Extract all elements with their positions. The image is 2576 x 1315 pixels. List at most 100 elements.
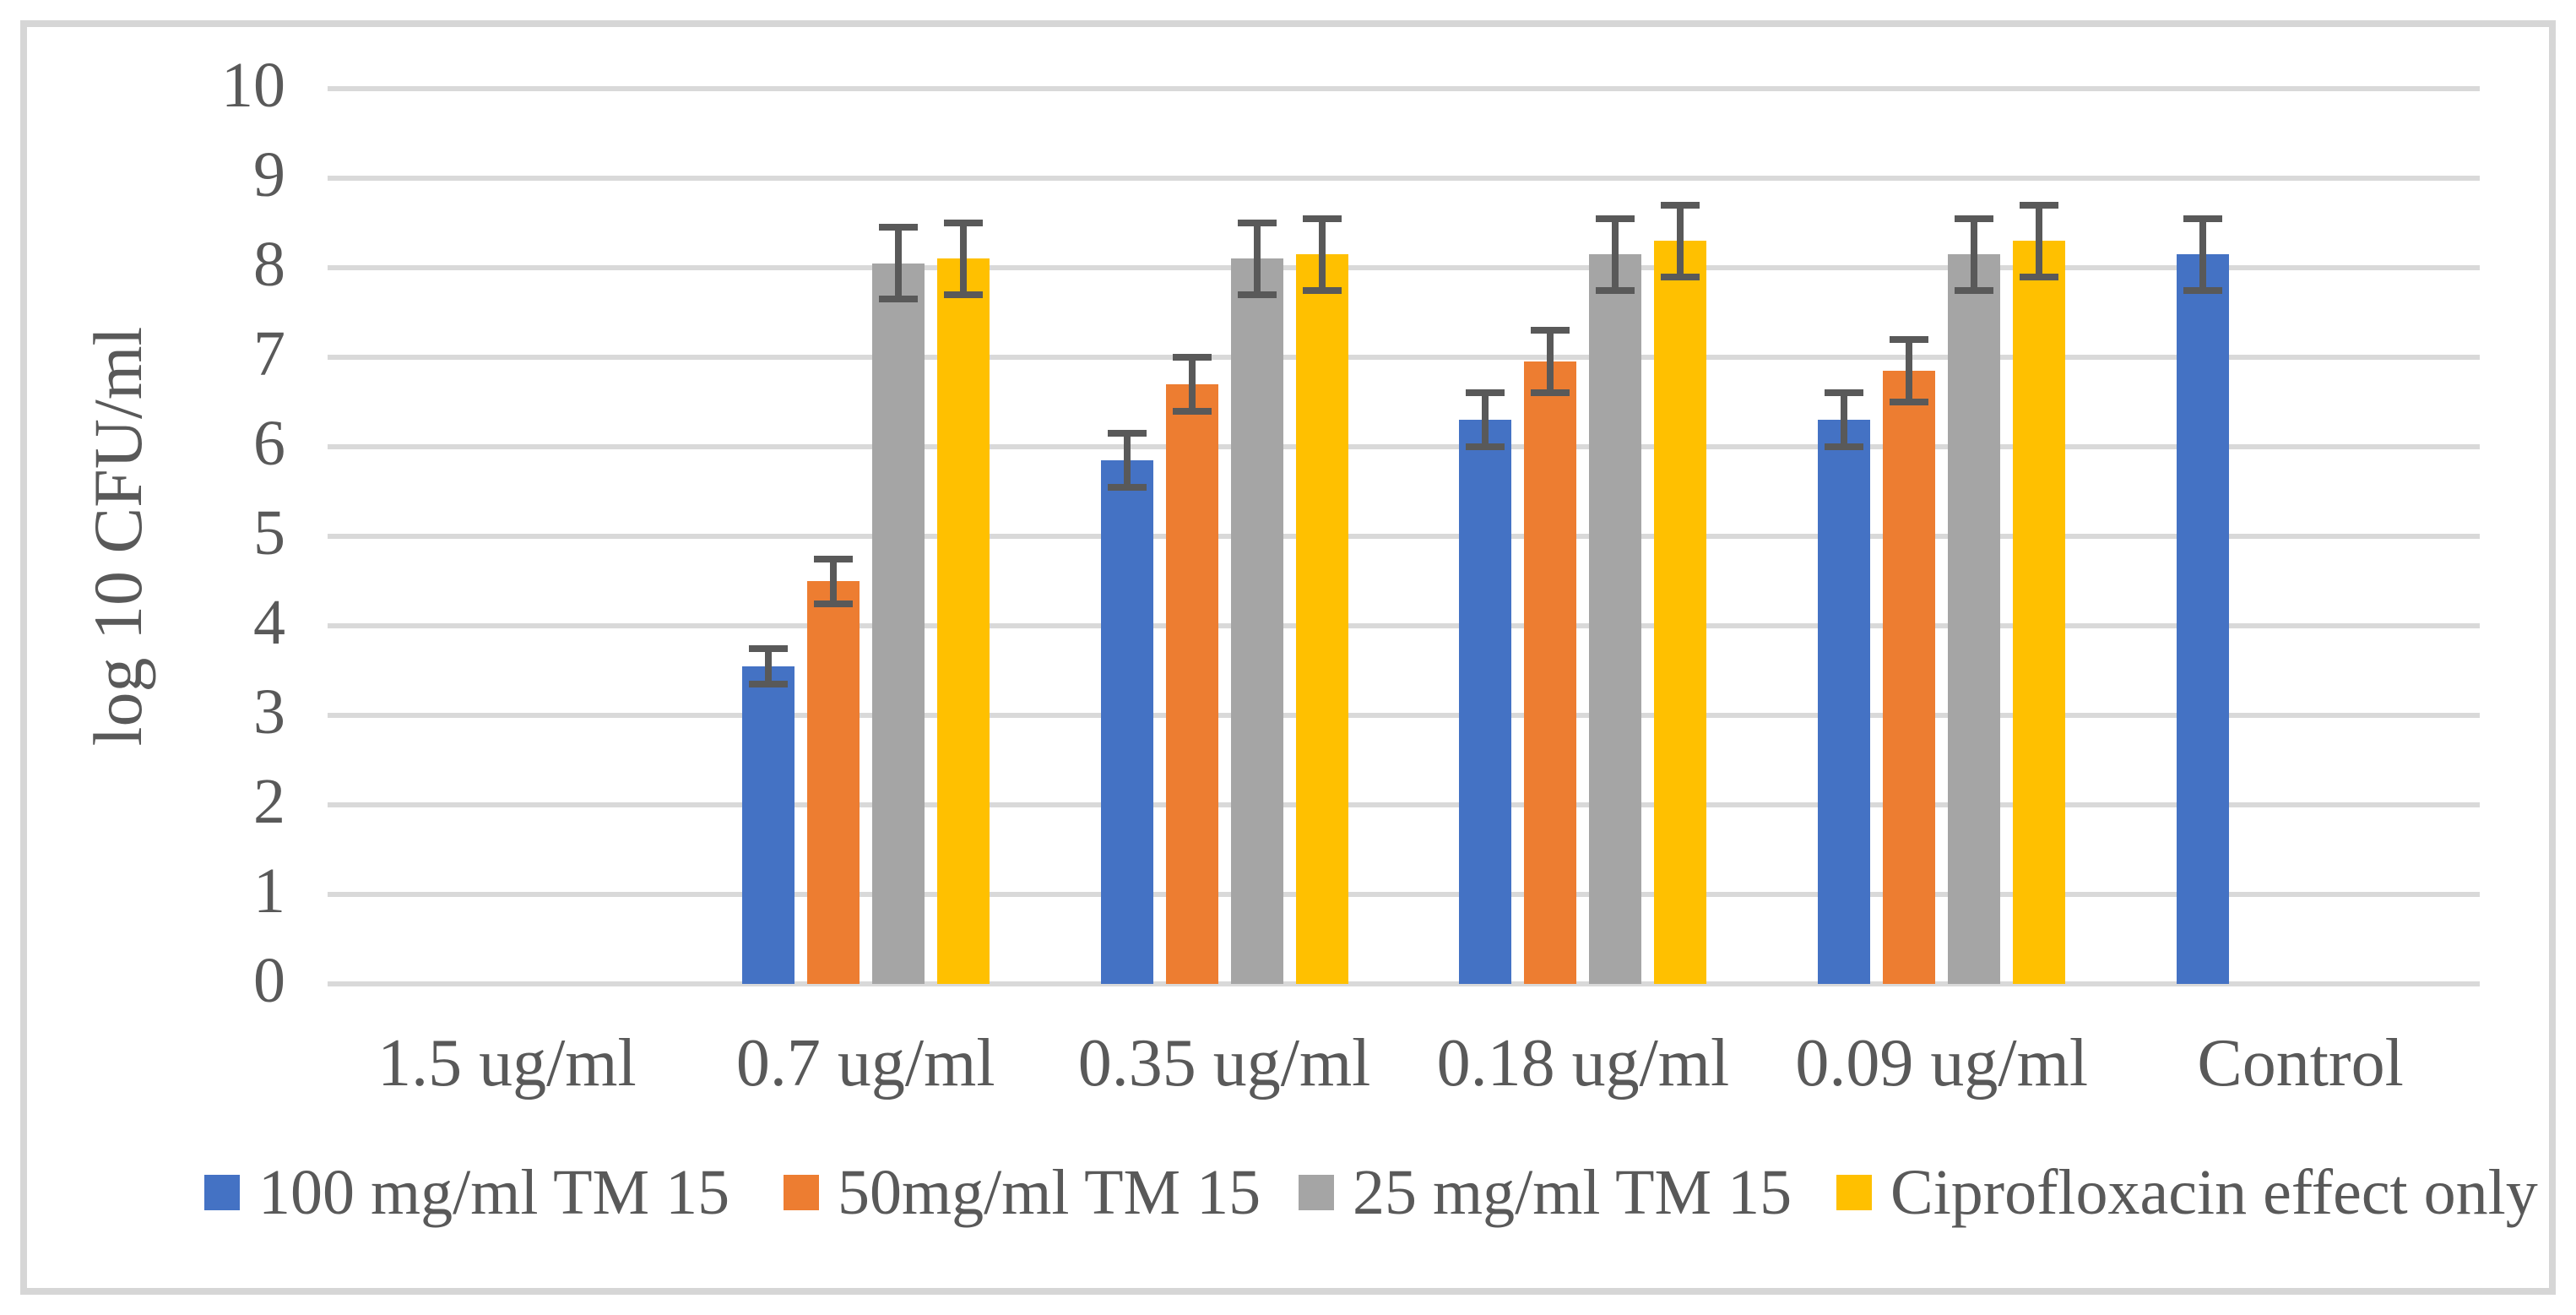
error-bar-cap [1531, 389, 1570, 397]
gridline [328, 713, 2480, 718]
error-bar-line [1318, 218, 1326, 291]
error-bar-cap [1107, 483, 1147, 491]
error-bar-cap [1890, 399, 1929, 405]
error-bar-cap [1955, 286, 1994, 294]
gridline [328, 892, 2480, 897]
error-bar-cap [748, 644, 788, 652]
legend-swatch [784, 1175, 819, 1210]
error-bar-cap [1466, 389, 1505, 397]
error-bar-cap [1661, 201, 1700, 209]
error-bar-line [894, 227, 902, 300]
x-category-label: 0.7 ug/ml [735, 1026, 995, 1100]
error-bar-cap [1531, 327, 1570, 334]
bar [1948, 254, 2001, 984]
y-tick-label: 0 [253, 945, 285, 1017]
error-bar-cap [878, 296, 918, 303]
bar [1524, 361, 1577, 984]
x-category-label: Control [2197, 1026, 2404, 1100]
legend-swatch [204, 1175, 240, 1210]
x-category-label: 0.18 ug/ml [1436, 1026, 1730, 1100]
error-bar-cap [2183, 286, 2223, 294]
gridline [328, 623, 2480, 628]
legend-item: 50mg/ml TM 15 [784, 1157, 1261, 1228]
bar [1230, 258, 1283, 984]
legend-label: 100 mg/ml TM 15 [258, 1156, 730, 1228]
error-bar-cap [1596, 286, 1635, 294]
error-bar-cap [1302, 286, 1342, 294]
error-bar-cap [878, 224, 918, 231]
bar [1165, 383, 1218, 984]
error-bar-cap [943, 220, 983, 226]
y-tick-label: 6 [253, 408, 285, 480]
error-bar-cap [1661, 273, 1700, 280]
error-bar-cap [1890, 335, 1929, 343]
y-tick-label: 9 [253, 139, 285, 211]
bar [1818, 420, 1871, 984]
error-bar-line [1482, 393, 1489, 447]
legend-label: 50mg/ml TM 15 [838, 1156, 1261, 1228]
y-tick-label: 1 [253, 856, 285, 927]
chart-legend: 100 mg/ml TM 15 50mg/ml TM 15 25 mg/ml TM … [0, 1157, 2576, 1228]
error-bar-cap [1237, 220, 1277, 226]
error-bar-line [2036, 204, 2043, 277]
gridline [328, 534, 2480, 539]
legend-label: Ciprofloxacin effect only [1890, 1156, 2538, 1228]
bar [1883, 370, 1936, 984]
error-bar-line [1971, 218, 1978, 291]
x-category-label: 0.09 ug/ml [1795, 1026, 2089, 1100]
error-bar-cap [1172, 407, 1212, 415]
bar [871, 263, 925, 984]
error-bar-cap [1825, 443, 1864, 450]
y-tick-label: 8 [253, 229, 285, 301]
bar [1100, 459, 1153, 984]
gridline [328, 355, 2480, 360]
bar [1654, 241, 1707, 984]
y-tick-label: 7 [253, 318, 285, 390]
gridline [328, 265, 2480, 270]
y-tick-label: 3 [253, 677, 285, 748]
x-axis-line [328, 981, 2480, 986]
error-bar-line [764, 648, 772, 684]
error-bar-cap [2020, 201, 2059, 209]
error-bar-cap [1825, 389, 1864, 397]
legend-item: 100 mg/ml TM 15 [204, 1157, 729, 1228]
legend-item: Ciprofloxacin effect only [1836, 1157, 2538, 1228]
bar [1589, 254, 1642, 984]
y-tick-label: 5 [253, 497, 285, 569]
gridline [328, 86, 2480, 91]
error-bar-line [1123, 433, 1131, 487]
error-bar-cap [2183, 215, 2223, 222]
error-bar-cap [813, 600, 853, 607]
error-bar-cap [1466, 443, 1505, 450]
error-bar-line [1188, 357, 1196, 411]
bar [1459, 420, 1512, 984]
bar [2013, 241, 2066, 984]
bar [806, 581, 860, 984]
error-bar-line [1906, 339, 1913, 402]
y-tick-label: 2 [253, 766, 285, 838]
error-bar-cap [1107, 430, 1147, 437]
x-category-label: 1.5 ug/ml [377, 1026, 637, 1100]
gridline [328, 444, 2480, 449]
error-bar-line [959, 223, 967, 295]
bar [1295, 254, 1348, 984]
error-bar-line [1612, 218, 1619, 291]
y-axis-title: log 10 CFU/ml [79, 326, 156, 747]
plot-area [328, 86, 2480, 986]
error-bar-cap [1237, 291, 1277, 298]
error-bar-cap [1172, 354, 1212, 361]
error-bar-cap [1596, 215, 1635, 222]
error-bar-line [829, 558, 837, 604]
legend-swatch [1836, 1175, 1872, 1210]
error-bar-cap [1955, 215, 1994, 222]
error-bar-line [1677, 204, 1684, 277]
error-bar-line [2199, 218, 2207, 291]
legend-label: 25 mg/ml TM 15 [1353, 1156, 1792, 1228]
gridline [328, 802, 2480, 807]
error-bar-cap [943, 291, 983, 298]
error-bar-line [1547, 330, 1554, 394]
bar [741, 666, 794, 984]
error-bar-line [1253, 223, 1261, 295]
bar [2177, 254, 2230, 984]
